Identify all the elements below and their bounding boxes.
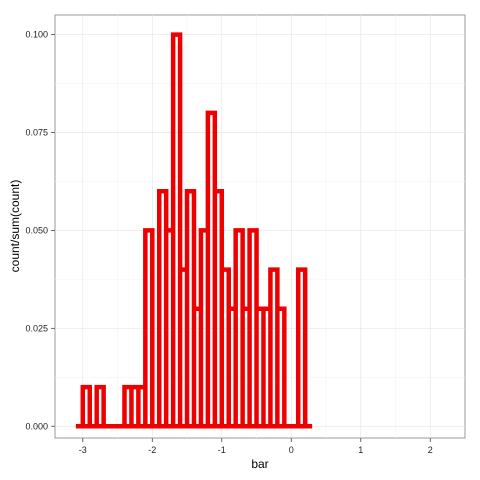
- x-tick-label: -3: [79, 445, 87, 455]
- x-tick-label: -1: [218, 445, 226, 455]
- x-tick-label: 2: [428, 445, 433, 455]
- x-tick-label: -2: [148, 445, 156, 455]
- y-tick-label: 0.050: [25, 225, 48, 235]
- x-axis-title: bar: [251, 457, 268, 471]
- y-axis-ticks: 0.000 0.025 0.050 0.075 0.100: [25, 30, 55, 431]
- y-tick-label: 0.025: [25, 323, 48, 333]
- x-axis-ticks: -3 -2 -1 0 1 2: [79, 438, 433, 455]
- y-axis-title: count/sum(count): [8, 180, 22, 273]
- x-tick-label: 0: [289, 445, 294, 455]
- plot-panel: [54, 14, 466, 439]
- y-tick-label: 0.075: [25, 128, 48, 138]
- grid-lines: [55, 15, 465, 438]
- histogram-outline: [75, 32, 313, 429]
- y-tick-label: 0.000: [25, 421, 48, 431]
- y-tick-label: 0.100: [25, 30, 48, 40]
- x-tick-label: 1: [358, 445, 363, 455]
